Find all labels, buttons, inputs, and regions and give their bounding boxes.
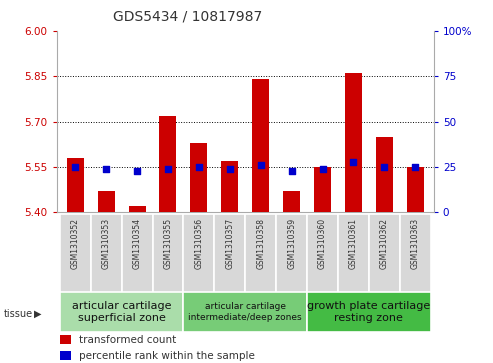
Point: [102, 166, 110, 172]
Text: GSM1310361: GSM1310361: [349, 218, 358, 269]
Point: [318, 166, 326, 172]
Bar: [407, 167, 424, 212]
Bar: [245, 214, 276, 292]
Bar: [183, 214, 214, 292]
Point: [257, 162, 265, 168]
Point: [164, 166, 172, 172]
Text: tissue: tissue: [4, 309, 33, 319]
Bar: [314, 167, 331, 212]
Point: [381, 164, 388, 170]
Text: ▶: ▶: [34, 309, 41, 319]
Text: GSM1310359: GSM1310359: [287, 218, 296, 269]
Point: [195, 164, 203, 170]
Text: GSM1310355: GSM1310355: [164, 218, 173, 269]
Bar: [98, 191, 115, 212]
Bar: [252, 79, 269, 212]
Text: GSM1310353: GSM1310353: [102, 218, 110, 269]
Text: transformed count: transformed count: [79, 335, 176, 344]
Bar: [91, 214, 122, 292]
Point: [350, 159, 357, 164]
Bar: [221, 161, 238, 212]
Bar: [307, 292, 431, 332]
Text: articular cartilage
superficial zone: articular cartilage superficial zone: [72, 301, 172, 323]
Text: GSM1310363: GSM1310363: [411, 218, 420, 269]
Bar: [400, 214, 431, 292]
Bar: [67, 158, 84, 212]
Bar: [183, 292, 307, 332]
Text: GSM1310357: GSM1310357: [225, 218, 234, 269]
Text: GDS5434 / 10817987: GDS5434 / 10817987: [113, 9, 262, 23]
Point: [133, 168, 141, 174]
Text: GSM1310358: GSM1310358: [256, 218, 265, 269]
Bar: [369, 214, 400, 292]
Bar: [307, 214, 338, 292]
Text: GSM1310362: GSM1310362: [380, 218, 389, 269]
Bar: [61, 335, 71, 344]
Bar: [190, 143, 208, 212]
Text: percentile rank within the sample: percentile rank within the sample: [79, 351, 255, 360]
Point: [411, 164, 419, 170]
Text: GSM1310354: GSM1310354: [133, 218, 141, 269]
Point: [226, 166, 234, 172]
Text: GSM1310352: GSM1310352: [70, 218, 80, 269]
Point: [71, 164, 79, 170]
Bar: [60, 292, 183, 332]
Bar: [214, 214, 245, 292]
Bar: [338, 214, 369, 292]
Bar: [376, 137, 393, 212]
Bar: [159, 115, 176, 212]
Bar: [152, 214, 183, 292]
Text: articular cartilage
intermediate/deep zones: articular cartilage intermediate/deep zo…: [188, 302, 302, 322]
Text: GSM1310356: GSM1310356: [194, 218, 204, 269]
Bar: [61, 351, 71, 360]
Bar: [283, 191, 300, 212]
Text: growth plate cartilage
resting zone: growth plate cartilage resting zone: [307, 301, 430, 323]
Point: [288, 168, 296, 174]
Bar: [60, 214, 91, 292]
Text: GSM1310360: GSM1310360: [318, 218, 327, 269]
Bar: [345, 73, 362, 212]
Bar: [276, 214, 307, 292]
Bar: [122, 214, 152, 292]
Bar: [129, 206, 145, 212]
